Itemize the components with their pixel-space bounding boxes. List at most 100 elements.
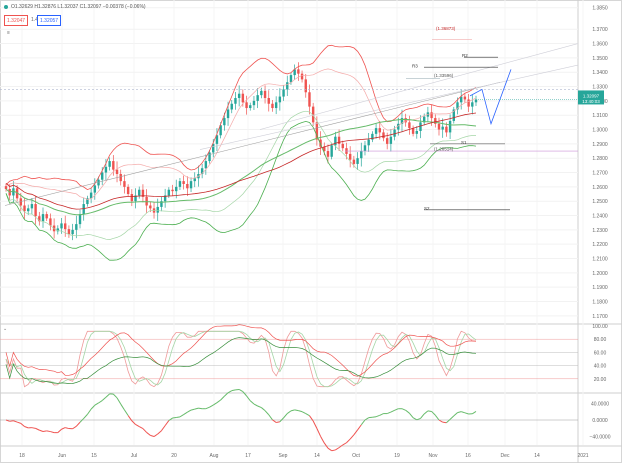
candle[interactable]	[371, 131, 374, 143]
candle[interactable]	[308, 84, 311, 115]
candle[interactable]	[274, 96, 278, 115]
candle[interactable]	[160, 196, 163, 212]
candle[interactable]	[311, 102, 315, 127]
candle[interactable]	[249, 102, 252, 111]
projection-line[interactable]	[469, 69, 512, 126]
candle[interactable]	[171, 184, 174, 197]
candle[interactable]	[348, 146, 352, 168]
candle[interactable]	[419, 115, 422, 139]
candle[interactable]	[337, 129, 341, 152]
candle[interactable]	[64, 215, 67, 237]
stochastic-pane[interactable]	[0, 324, 578, 388]
sell-price-button[interactable]: 1.32047	[4, 15, 28, 26]
candle[interactable]	[108, 157, 111, 171]
candle[interactable]	[452, 106, 455, 124]
candle[interactable]	[182, 175, 185, 190]
candle[interactable]	[263, 85, 267, 104]
candle[interactable]	[234, 91, 237, 110]
candle[interactable]	[330, 142, 333, 160]
candle[interactable]	[38, 211, 41, 226]
candle[interactable]	[278, 88, 282, 111]
candle[interactable]	[293, 64, 296, 80]
candle[interactable]	[56, 225, 60, 235]
candle[interactable]	[126, 184, 130, 197]
candle[interactable]	[119, 169, 122, 186]
candle[interactable]	[245, 95, 248, 115]
candle[interactable]	[252, 96, 256, 111]
stack-icon[interactable]: ≡	[7, 30, 10, 36]
candle[interactable]	[123, 174, 126, 194]
candle[interactable]	[71, 223, 74, 241]
candle[interactable]	[474, 95, 478, 107]
candle[interactable]	[82, 197, 85, 221]
candle[interactable]	[382, 129, 385, 142]
candle[interactable]	[49, 213, 52, 231]
candle[interactable]	[75, 215, 78, 239]
candle[interactable]	[41, 207, 45, 228]
candle[interactable]	[341, 140, 344, 152]
candle[interactable]	[360, 142, 363, 167]
candle[interactable]	[93, 178, 97, 200]
candle[interactable]	[134, 188, 137, 209]
trend-line[interactable]	[4, 81, 501, 206]
candle[interactable]	[267, 90, 270, 112]
candle[interactable]	[256, 87, 259, 109]
candle[interactable]	[141, 184, 145, 203]
candle[interactable]	[178, 177, 182, 191]
candle[interactable]	[193, 172, 196, 188]
candle[interactable]	[30, 198, 34, 215]
price-pane[interactable]: R3 R2 S1 S2 (1.36873) (1.33596) (1.28514)	[0, 26, 579, 261]
candle[interactable]	[297, 62, 300, 81]
candle[interactable]	[374, 123, 378, 139]
candle[interactable]	[304, 73, 307, 98]
candle[interactable]	[23, 197, 26, 219]
candle[interactable]	[34, 195, 37, 225]
candle[interactable]	[215, 128, 219, 152]
candle[interactable]	[363, 141, 367, 156]
candle[interactable]	[78, 209, 82, 229]
candle[interactable]	[319, 131, 322, 156]
candle[interactable]	[334, 131, 337, 151]
candle[interactable]	[434, 114, 437, 128]
candle[interactable]	[411, 125, 415, 137]
candle[interactable]	[367, 132, 370, 152]
candle[interactable]	[415, 126, 418, 139]
candle[interactable]	[4, 183, 8, 192]
candle[interactable]	[441, 118, 444, 138]
candle[interactable]	[404, 113, 407, 127]
buy-price-button[interactable]: 1.32057	[37, 15, 61, 26]
candle[interactable]	[86, 195, 89, 207]
candle[interactable]	[67, 225, 71, 238]
candle[interactable]	[459, 89, 463, 110]
candle[interactable]	[89, 187, 93, 204]
candle[interactable]	[138, 186, 141, 199]
channel-line[interactable]	[259, 43, 579, 130]
candle[interactable]	[230, 100, 233, 114]
candle[interactable]	[27, 204, 30, 215]
candle[interactable]	[271, 100, 274, 112]
candle[interactable]	[463, 93, 467, 103]
candle[interactable]	[326, 144, 330, 164]
candle[interactable]	[467, 94, 470, 113]
candle[interactable]	[356, 152, 359, 170]
candle[interactable]	[189, 177, 193, 193]
candle[interactable]	[400, 109, 404, 133]
candle[interactable]	[45, 211, 48, 221]
candle[interactable]	[115, 161, 119, 183]
candle[interactable]	[97, 176, 100, 189]
candle[interactable]	[237, 85, 241, 107]
candle[interactable]	[145, 189, 148, 214]
candle[interactable]	[408, 115, 411, 135]
momentum-pane[interactable]	[0, 388, 578, 452]
candle[interactable]	[130, 189, 134, 207]
candle[interactable]	[378, 120, 381, 140]
candle[interactable]	[208, 149, 211, 164]
candle[interactable]	[286, 75, 289, 97]
chevron-icon[interactable]: ⌄	[3, 326, 8, 332]
candle[interactable]	[300, 70, 304, 83]
candle[interactable]	[437, 117, 441, 136]
candle[interactable]	[471, 94, 474, 115]
channel-line[interactable]	[199, 64, 579, 150]
candle[interactable]	[163, 188, 167, 208]
